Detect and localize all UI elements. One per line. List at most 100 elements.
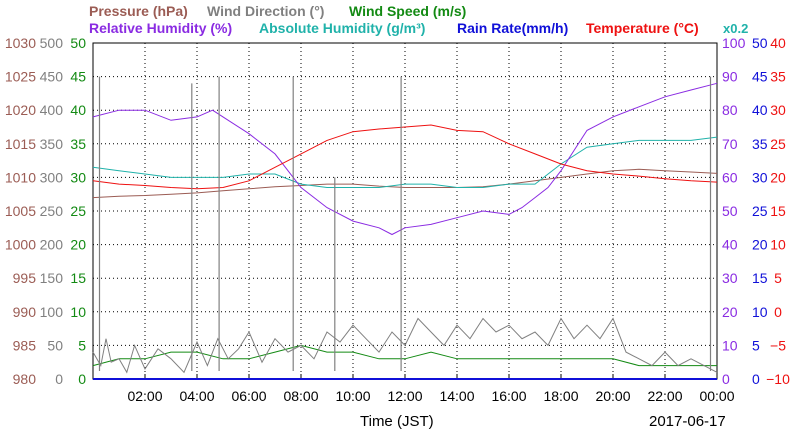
wind_speed-tick-label: 25	[70, 203, 86, 219]
x-axis: 02:00 04:00 06:00 08:00 10:00 12:00 14:00 16:00…	[127, 374, 735, 404]
temp-tick-label: 15	[770, 203, 786, 219]
temp-tick-label: 5	[774, 270, 782, 286]
temp-tick-label: 20	[770, 169, 786, 185]
rh-tick-label: 80	[722, 102, 738, 118]
legend-row-2: Relative Humidity (%) Absolute Humidity …	[89, 20, 748, 36]
x-tick-label: 18:00	[543, 388, 578, 404]
wind_dir-tick-label: 150	[40, 270, 64, 286]
series-pressure	[92, 168, 718, 199]
pressure-tick-label: 980	[13, 371, 37, 387]
rh-tick-label: 50	[722, 203, 738, 219]
x-tick-label: 10:00	[335, 388, 370, 404]
legend-wind-speed: Wind Speed (m/s)	[349, 3, 466, 19]
rh-tick-label: 20	[722, 304, 738, 320]
rh-tick-label: 0	[722, 371, 730, 387]
series-layer	[92, 76, 718, 380]
pressure-tick-label: 995	[13, 270, 37, 286]
wind_speed-tick-label: 40	[70, 102, 86, 118]
legend-row-1: Pressure (hPa) Wind Direction (°) Wind S…	[89, 3, 466, 19]
rain-tick-label: 5	[752, 337, 760, 353]
pressure-tick-label: 1015	[5, 136, 36, 152]
rain-tick-label: 25	[752, 203, 768, 219]
wind_dir-tick-label: 50	[47, 337, 63, 353]
temp-tick-label: 30	[770, 102, 786, 118]
temp-tick-label: 40	[770, 35, 786, 51]
rh-tick-label: 100	[722, 35, 746, 51]
temp-tick-label: 25	[770, 136, 786, 152]
legend-temperature: Temperature (°C)	[586, 20, 699, 36]
rain-tick-label: 50	[752, 35, 768, 51]
x-tick-label: 02:00	[127, 388, 162, 404]
wind_speed-tick-label: 15	[70, 270, 86, 286]
rh-tick-label: 40	[722, 237, 738, 253]
series-temp	[92, 124, 718, 190]
legend-relative-humidity: Relative Humidity (%)	[89, 20, 232, 36]
x-tick-label: 22:00	[647, 388, 682, 404]
wind_dir-tick-label: 450	[40, 69, 64, 85]
rain-tick-label: 0	[752, 371, 760, 387]
x-tick-label: 20:00	[595, 388, 630, 404]
legend-rain-rate: Rain Rate(mm/h)	[457, 20, 568, 36]
x-tick-label: 04:00	[179, 388, 214, 404]
rain-tick-label: 45	[752, 69, 768, 85]
x-tick-label: 16:00	[491, 388, 526, 404]
wind_speed-tick-label: 10	[70, 304, 86, 320]
x-axis-label: Time (JST)	[360, 413, 434, 430]
pressure-tick-label: 1030	[5, 35, 36, 51]
wind_speed-tick-label: 0	[78, 371, 86, 387]
wind_dir-tick-label: 500	[40, 35, 64, 51]
wind_dir-tick-label: 200	[40, 237, 64, 253]
pressure-tick-label: 1025	[5, 69, 36, 85]
wind_dir-tick-label: 400	[40, 102, 64, 118]
wind_dir-tick-label: 250	[40, 203, 64, 219]
rh-tick-label: 70	[722, 136, 738, 152]
legend-absolute-humidity: Absolute Humidity (g/m³)	[259, 20, 425, 36]
rain-tick-label: 15	[752, 270, 768, 286]
wind_speed-tick-label: 20	[70, 237, 86, 253]
wind_dir-tick-label: 350	[40, 136, 64, 152]
x-tick-label: 14:00	[439, 388, 474, 404]
grid-lines	[93, 43, 717, 379]
pressure-tick-label: 1020	[5, 102, 36, 118]
temp-tick-label: −10	[766, 371, 790, 387]
wind_speed-tick-label: 5	[78, 337, 86, 353]
legend-pressure: Pressure (hPa)	[89, 3, 188, 19]
pressure-tick-label: 985	[13, 337, 37, 353]
legend-absolute-humidity-scale: x0.2	[723, 21, 748, 36]
x-tick-label: 12:00	[387, 388, 422, 404]
rain-tick-label: 40	[752, 102, 768, 118]
series-ah	[92, 136, 718, 188]
rh-tick-label: 90	[722, 69, 738, 85]
temp-tick-label: 0	[774, 304, 782, 320]
wind_dir-tick-label: 300	[40, 169, 64, 185]
date-label: 2017-06-17	[649, 413, 726, 430]
series-wind-dir	[92, 317, 718, 374]
rain-tick-label: 20	[752, 237, 768, 253]
right-axes: 0102030405060708090100051015202530354045…	[722, 35, 790, 387]
series-wind-speed	[92, 344, 717, 367]
rh-tick-label: 60	[722, 169, 738, 185]
pressure-tick-label: 990	[13, 304, 37, 320]
temp-tick-label: −5	[770, 337, 786, 353]
pressure-tick-label: 1000	[5, 237, 36, 253]
temp-tick-label: 10	[770, 237, 786, 253]
left-axes: 9809859909951000100510101015102010251030…	[5, 35, 86, 387]
legend-wind-direction: Wind Direction (°)	[207, 3, 324, 19]
wind_speed-tick-label: 50	[70, 35, 86, 51]
x-tick-label: 00:00	[699, 388, 734, 404]
wind_dir-tick-label: 0	[55, 371, 63, 387]
rain-tick-label: 10	[752, 304, 768, 320]
pressure-tick-label: 1010	[5, 169, 36, 185]
rh-tick-label: 30	[722, 270, 738, 286]
wind_speed-tick-label: 35	[70, 136, 86, 152]
rain-tick-label: 35	[752, 136, 768, 152]
x-tick-label: 08:00	[283, 388, 318, 404]
wind_dir-tick-label: 100	[40, 304, 64, 320]
series-rh	[92, 82, 718, 236]
pressure-tick-label: 1005	[5, 203, 36, 219]
wind_speed-tick-label: 30	[70, 169, 86, 185]
wind_speed-tick-label: 45	[70, 69, 86, 85]
x-tick-label: 06:00	[231, 388, 266, 404]
rain-tick-label: 30	[752, 169, 768, 185]
